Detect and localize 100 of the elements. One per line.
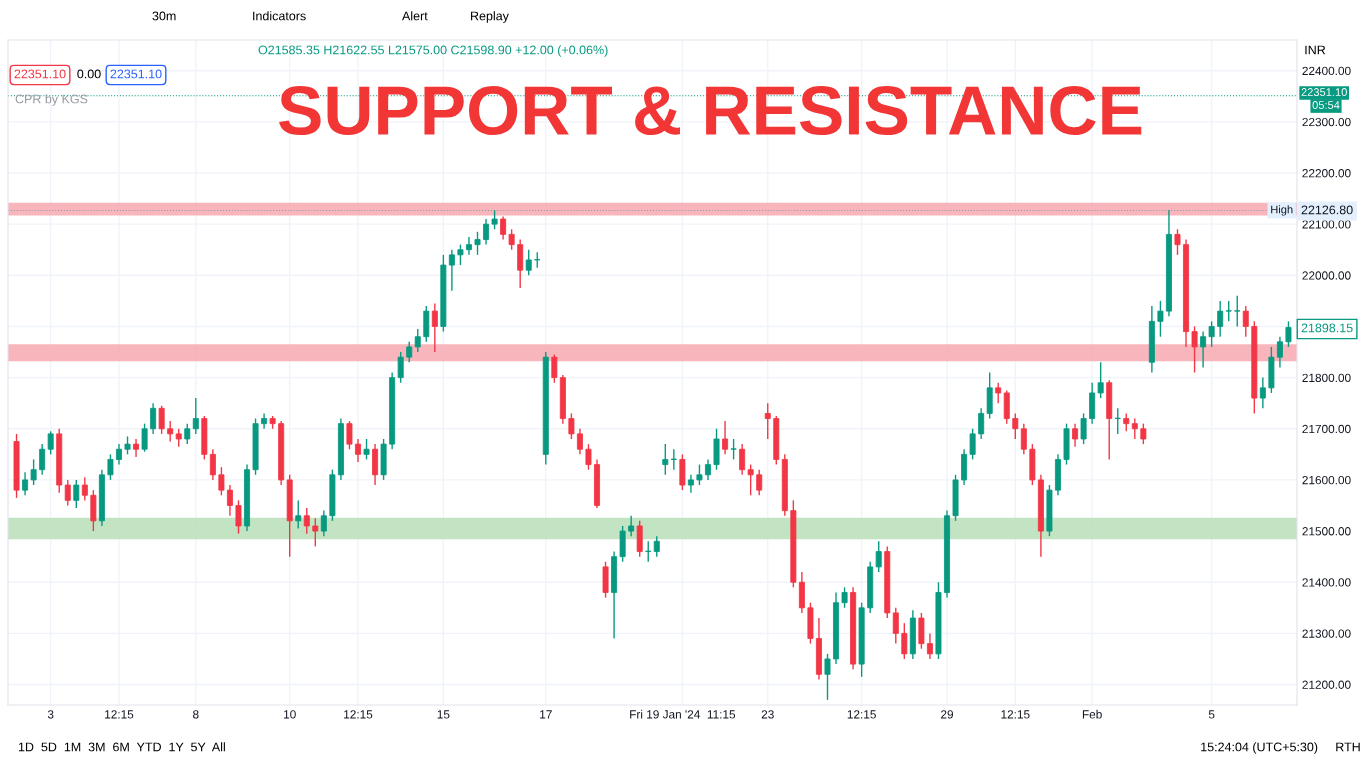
candlestick [995,382,1002,404]
candlestick [295,499,302,530]
candlestick [150,402,157,435]
candlestick [1259,376,1266,410]
candlestick [22,471,29,496]
candlestick [739,443,746,476]
candlestick [764,402,771,440]
y-tick-label: 21700.00 [1302,424,1351,434]
text: Alert [402,11,428,21]
candlestick [653,535,660,558]
candlestick [576,428,583,456]
candlestick [628,515,635,537]
candlestick [670,448,677,471]
x-tick-label: 15 [437,710,450,719]
candlestick [500,215,507,241]
annotation: 22351.10 [110,69,162,79]
candlestick [1140,422,1147,445]
x-tick-label: Feb [1082,709,1102,719]
candlestick [355,438,361,463]
candlestick [1225,300,1232,323]
text: 30m [152,11,176,21]
candlestick [969,428,976,461]
candlestick [431,302,438,353]
candlestick [662,443,669,476]
candlestick [184,422,191,445]
x-tick-label: 3 [47,710,54,719]
candlestick [320,509,327,537]
y-tick-label: 21200.00 [1302,680,1351,689]
text: 05:54 [1312,101,1340,109]
x-tick-label: 10 [284,710,296,719]
annotation: 0.00 [77,69,101,79]
text: 22126.80 [1301,205,1353,215]
candlestick [64,479,71,507]
text: RTH [1336,742,1360,752]
x-tick-label: 12:15 [1001,710,1030,719]
text: INR [1305,45,1326,55]
y-tick-label: 21600.00 [1302,475,1351,485]
x-tick-label: 23 [761,710,774,719]
candlestick [696,463,703,486]
y-tick-label: 21800.00 [1302,373,1351,383]
x-tick-label: 8 [193,710,199,719]
x-tick-label: 17 [540,710,552,719]
candlestick [978,407,985,440]
candlestick [115,443,122,466]
candlestick [1012,412,1019,440]
text: 15:24:04 (UTC+5:30) [1201,742,1318,754]
y-tick-label: 22400.00 [1302,66,1351,76]
candlestick [209,448,216,481]
candlestick [875,540,882,573]
candlestick [841,586,848,609]
candlestick [457,243,464,266]
candlestick [824,653,831,701]
y-tick-label: 21300.00 [1302,629,1351,638]
candlestick [30,458,37,486]
candlestick [363,438,370,461]
candlestick [397,351,404,384]
candlestick [491,209,498,230]
text: 22351.10 [1301,88,1347,96]
candlestick [1242,305,1249,338]
y-tick-label: 21400.00 [1302,578,1351,587]
candlestick [568,412,575,440]
candlestick [1217,300,1224,338]
y-tick-label: 21500.00 [1302,527,1351,536]
candlestick [235,499,242,535]
candlestick [747,463,754,496]
candlestick [926,632,933,660]
candlestick [73,479,80,509]
candlestick [474,231,481,256]
x-tick-label: 5 [1208,710,1215,719]
candlestick [1285,320,1292,348]
candlestick [1200,330,1207,369]
text: 1D 5D 1M 3M 6M YTD 1Y 5Y All [18,742,225,752]
y-tick-label: 22300.00 [1302,117,1351,127]
candlestick [1080,412,1087,445]
candlestick [1097,361,1104,399]
candlestick [722,420,729,456]
candlestick [39,443,46,476]
text: 21898.15 [1301,323,1353,333]
candlestick [1276,335,1283,369]
candlestick [141,422,148,453]
candlestick [1234,295,1241,328]
y-tick-label: 22200.00 [1302,169,1351,178]
candlestick [226,484,233,517]
candlestick [414,328,421,353]
candlestick [346,420,353,450]
candlestick [892,607,899,645]
x-tick-label: 12:15 [105,710,134,719]
candlestick [303,507,310,535]
candlestick [107,453,114,481]
text: SUPPORT & RESISTANCE [279,85,1142,136]
candlestick [47,430,54,456]
x-tick-label: 12:15 [344,710,373,719]
candlestick [756,468,763,496]
candlestick [901,622,908,660]
ref-line-label: High [1271,205,1293,216]
candlestick [585,443,592,471]
y-tick-label: 22100.00 [1302,220,1351,229]
candlestick [1114,407,1121,435]
candlestick [1208,320,1215,348]
y-tick-label: 22000.00 [1302,271,1351,280]
